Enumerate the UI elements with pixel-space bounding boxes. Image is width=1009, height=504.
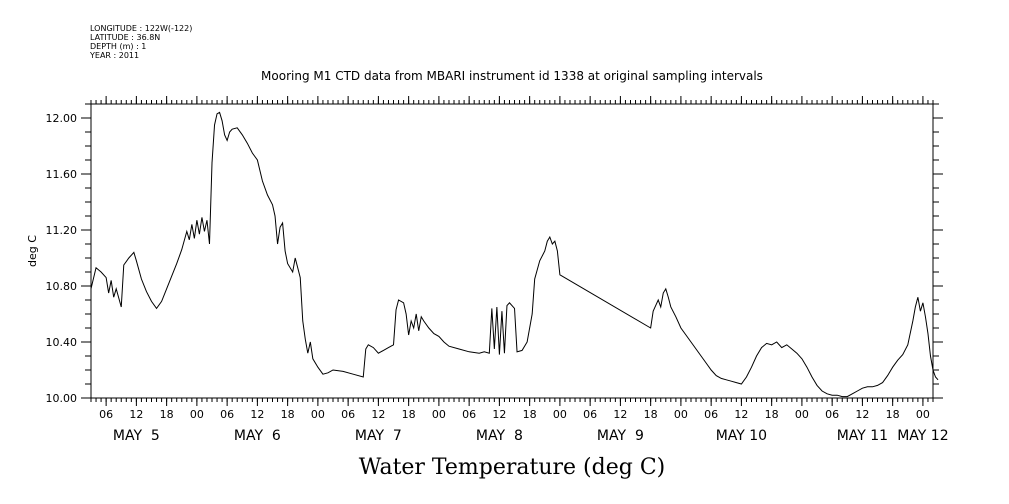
x-hour-label: 18 (644, 408, 658, 421)
x-hour-label: 00 (916, 408, 930, 421)
x-hour-label: 00 (311, 408, 325, 421)
x-hour-label: 18 (402, 408, 416, 421)
header-line-latitude: LATITUDE : 36.8N (90, 33, 160, 42)
x-hour-label: 06 (462, 408, 476, 421)
x-hour-label: 12 (613, 408, 627, 421)
x-hour-label: 06 (583, 408, 597, 421)
x-hour-label: 00 (553, 408, 567, 421)
x-axis-label: Water Temperature (deg C) (359, 455, 666, 480)
plot-frame (90, 103, 934, 399)
x-day-label: MAY 12 (897, 428, 948, 444)
x-hour-label: 18 (765, 408, 779, 421)
y-tick-label: 12.00 (46, 112, 78, 125)
x-hour-label: 18 (886, 408, 900, 421)
series-line (90, 111, 939, 398)
x-hour-label: 12 (371, 408, 385, 421)
y-tick-labels: 10.00 10.40 10.80 11.20 11.60 12.00 (46, 112, 78, 405)
x-hour-label: 12 (129, 408, 143, 421)
header-line-year: YEAR : 2011 (89, 51, 139, 60)
x-hour-label: 12 (855, 408, 869, 421)
x-hour-label: 18 (281, 408, 295, 421)
y-tick-label: 10.00 (46, 392, 78, 405)
x-tick-labels: 06 12 18 00 06 12 18 00 06 12 18 00 06 12 18 00 06 12 18 00… (99, 408, 930, 421)
x-day-label: MAY 7 (355, 428, 402, 444)
header-line-longitude: LONGITUDE : 122W(-122) (90, 24, 192, 33)
x-hour-label: 12 (734, 408, 748, 421)
y-tick-label: 10.40 (46, 336, 78, 349)
x-hour-label: 18 (160, 408, 174, 421)
chart-title: Mooring M1 CTD data from MBARI instrumen… (261, 69, 763, 83)
y-tick-label: 11.20 (46, 224, 78, 237)
x-hour-label: 06 (99, 408, 113, 421)
day-labels: MAY 5 MAY 6 MAY 7 MAY 8 MAY 9 MAY 10 MAY 11 MAY… (113, 428, 949, 444)
x-hour-label: 06 (341, 408, 355, 421)
x-hour-label: 00 (674, 408, 688, 421)
y-axis-label: deg C (26, 235, 39, 267)
y-tick-label: 11.60 (46, 168, 78, 181)
x-hour-label: 00 (432, 408, 446, 421)
x-hour-label: 06 (220, 408, 234, 421)
x-day-label: MAY 5 (113, 428, 160, 444)
header-line-depth: DEPTH (m) : 1 (90, 42, 146, 51)
x-day-label: MAY 10 (716, 428, 767, 444)
x-day-label: MAY 6 (234, 428, 281, 444)
y-tick-label: 10.80 (46, 280, 78, 293)
axis-ticks (81, 96, 943, 406)
x-day-label: MAY 11 (837, 428, 888, 444)
x-day-label: MAY 8 (476, 428, 523, 444)
x-hour-label: 12 (250, 408, 264, 421)
x-hour-label: 06 (704, 408, 718, 421)
x-hour-label: 06 (825, 408, 839, 421)
x-hour-label: 00 (795, 408, 809, 421)
x-day-label: MAY 9 (597, 428, 644, 444)
x-hour-label: 12 (492, 408, 506, 421)
metadata-header: LONGITUDE : 122W(-122) LATITUDE : 36.8N … (89, 24, 192, 60)
x-hour-label: 18 (523, 408, 537, 421)
x-hour-label: 00 (190, 408, 204, 421)
